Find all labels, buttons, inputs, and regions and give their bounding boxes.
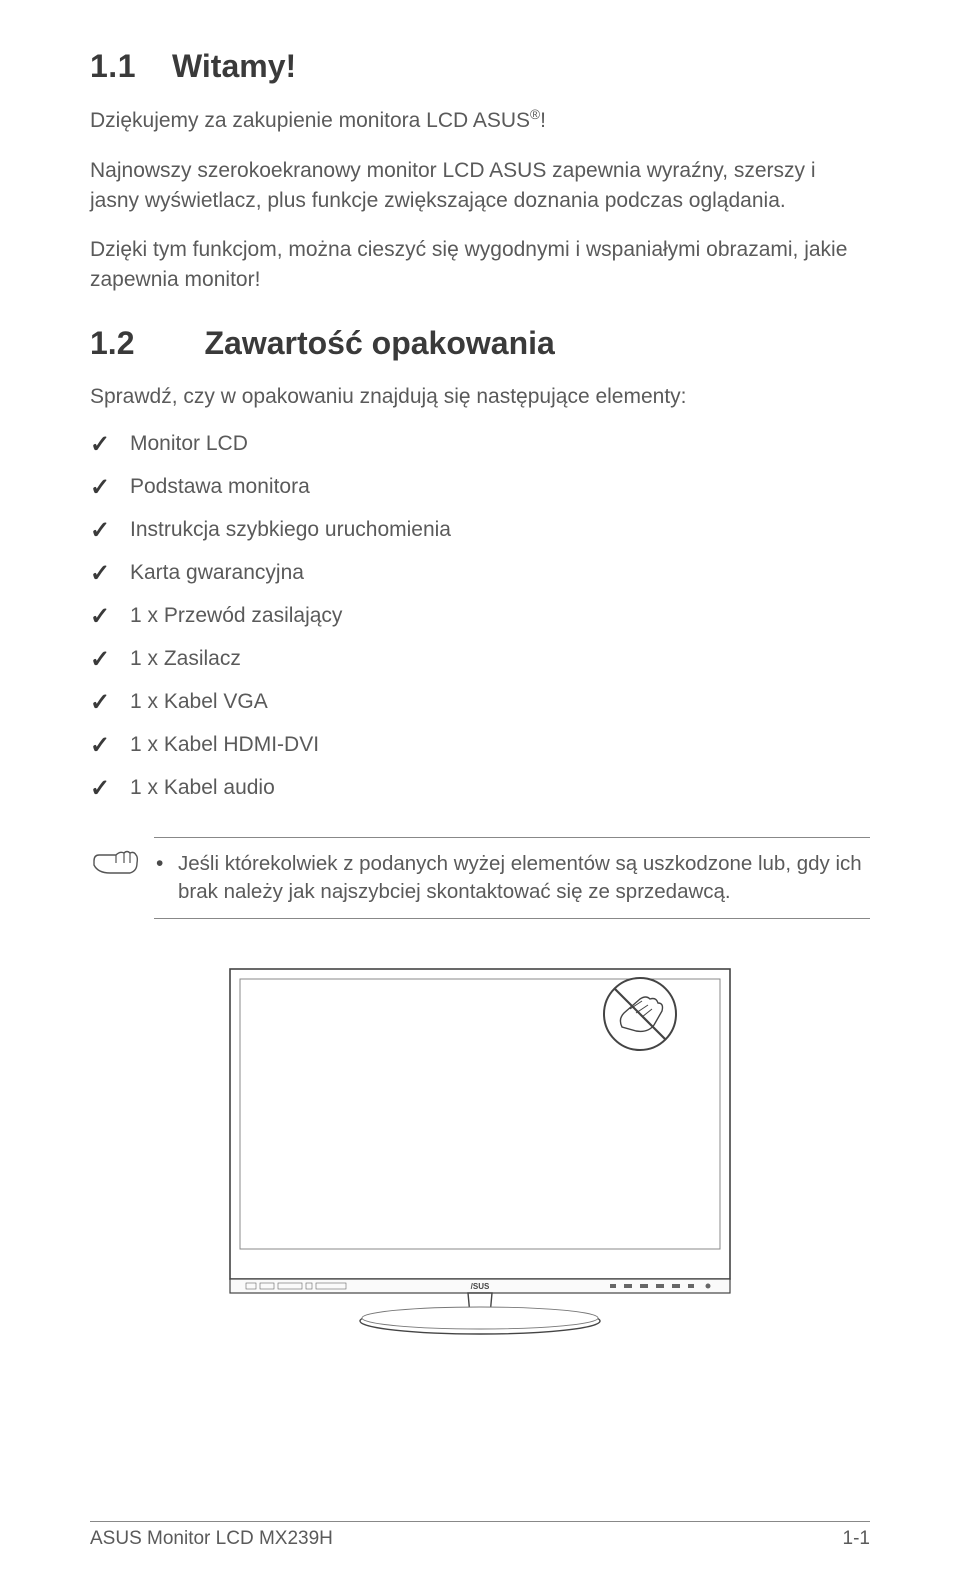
check-icon: ✓: [90, 518, 130, 543]
section-1-heading: 1.1 Witamy!: [90, 48, 870, 85]
check-icon: ✓: [90, 604, 130, 629]
list-item: ✓1 x Kabel HDMI-DVI: [90, 733, 870, 758]
section-2-number: 1.2: [90, 325, 134, 362]
list-item-label: Instrukcja szybkiego uruchomienia: [130, 518, 451, 542]
registered-mark: ®: [530, 107, 540, 122]
monitor-logo-label: /SUS: [471, 1282, 490, 1291]
check-icon: ✓: [90, 647, 130, 672]
note-bullet: •: [156, 850, 178, 878]
section-1-para-2: Najnowszy szerokoekranowy monitor LCD AS…: [90, 156, 870, 216]
check-icon: ✓: [90, 432, 130, 457]
pointing-hand-icon: [90, 837, 154, 886]
monitor-illustration: /SUS: [90, 959, 870, 1339]
section-1-title: Witamy!: [172, 48, 296, 84]
list-item-label: 1 x Kabel HDMI-DVI: [130, 733, 319, 757]
list-item: ✓1 x Przewód zasilający: [90, 604, 870, 629]
section-1-para-3: Dzięki tym funkcjom, można cieszyć się w…: [90, 235, 870, 295]
section-1-number: 1.1: [90, 48, 136, 85]
list-item-label: Karta gwarancyjna: [130, 561, 304, 585]
note-body: • Jeśli którekolwiek z podanych wyżej el…: [154, 837, 870, 920]
list-item: ✓1 x Kabel audio: [90, 776, 870, 801]
package-contents-list: ✓Monitor LCD ✓Podstawa monitora ✓Instruk…: [90, 432, 870, 801]
list-item: ✓Podstawa monitora: [90, 475, 870, 500]
note-block: • Jeśli którekolwiek z podanych wyżej el…: [90, 837, 870, 920]
para1-pre: Dziękujemy za zakupienie monitora LCD AS…: [90, 109, 530, 132]
para1-post: !: [540, 109, 546, 132]
section-2-title: Zawartość opakowania: [204, 325, 554, 361]
list-item-label: Monitor LCD: [130, 432, 248, 456]
page-footer: ASUS Monitor LCD MX239H 1-1: [90, 1521, 870, 1550]
list-item: ✓1 x Zasilacz: [90, 647, 870, 672]
list-item-label: 1 x Kabel VGA: [130, 690, 268, 714]
list-item: ✓Monitor LCD: [90, 432, 870, 457]
section-1-para-1: Dziękujemy za zakupienie monitora LCD AS…: [90, 105, 870, 136]
list-item-label: 1 x Kabel audio: [130, 776, 275, 800]
check-icon: ✓: [90, 733, 130, 758]
check-icon: ✓: [90, 475, 130, 500]
list-item: ✓Karta gwarancyjna: [90, 561, 870, 586]
note-text: Jeśli którekolwiek z podanych wyżej elem…: [178, 850, 864, 907]
check-icon: ✓: [90, 561, 130, 586]
no-touch-icon: [604, 978, 676, 1050]
section-2-intro: Sprawdź, czy w opakowaniu znajdują się n…: [90, 382, 870, 412]
check-icon: ✓: [90, 690, 130, 715]
list-item: ✓1 x Kabel VGA: [90, 690, 870, 715]
list-item: ✓Instrukcja szybkiego uruchomienia: [90, 518, 870, 543]
check-icon: ✓: [90, 776, 130, 801]
footer-left: ASUS Monitor LCD MX239H: [90, 1528, 333, 1550]
footer-right: 1-1: [843, 1528, 870, 1550]
list-item-label: Podstawa monitora: [130, 475, 310, 499]
list-item-label: 1 x Przewód zasilający: [130, 604, 342, 628]
section-2-heading: 1.2 Zawartość opakowania: [90, 325, 870, 362]
list-item-label: 1 x Zasilacz: [130, 647, 241, 671]
